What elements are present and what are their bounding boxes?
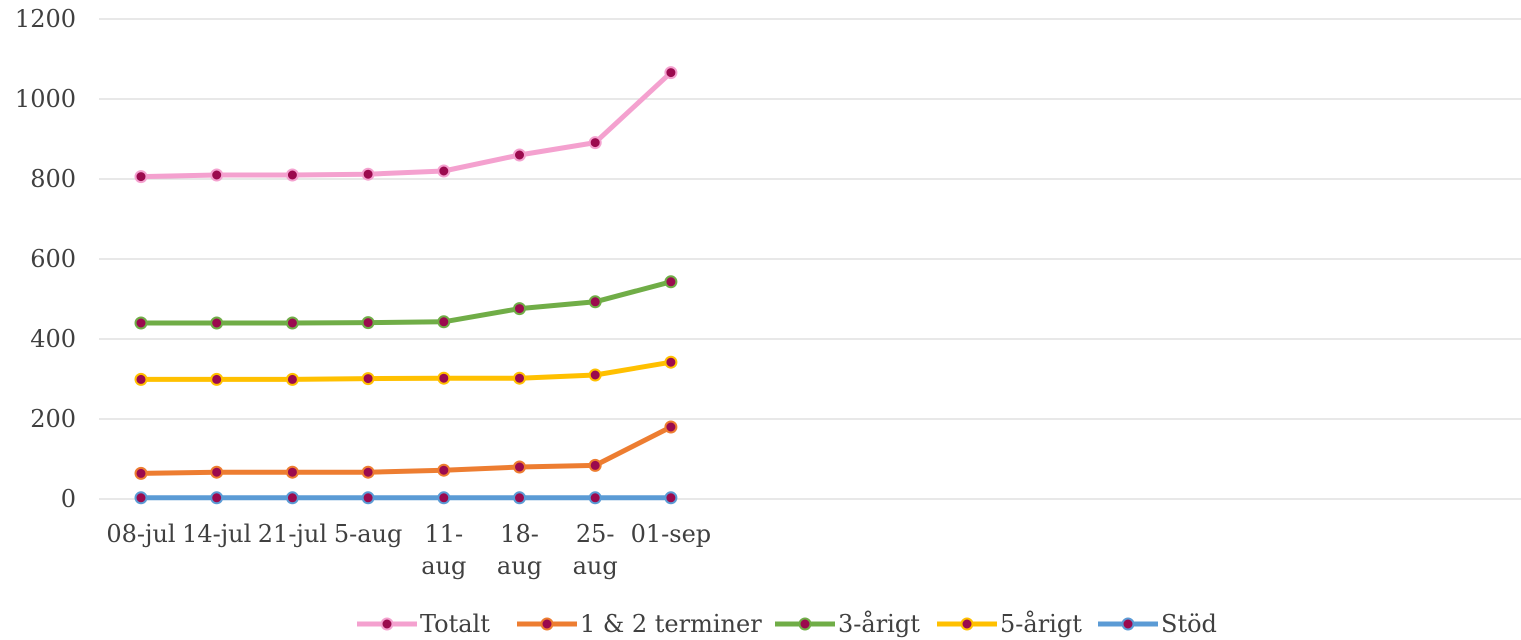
data-point [664, 355, 678, 369]
data-point [361, 167, 375, 181]
legend-label: 5-årigt [1000, 609, 1082, 638]
series-line [138, 279, 674, 326]
data-point [285, 316, 299, 330]
data-point [588, 295, 602, 309]
data-point [361, 372, 375, 386]
legend-swatch-marker [1121, 617, 1135, 631]
series-lines [134, 66, 678, 505]
series-2 [134, 275, 678, 330]
x-tick-label-line: 08-jul [106, 520, 175, 548]
data-point [437, 491, 451, 505]
data-point [513, 491, 526, 505]
x-tick-label-line: 25- [576, 520, 615, 548]
data-point [134, 316, 148, 330]
legend-item: 3-årigt [775, 609, 920, 638]
data-point [664, 275, 678, 289]
data-point [664, 66, 678, 80]
x-tick-label-line: 18- [500, 520, 539, 548]
data-point [588, 491, 602, 505]
gridlines [99, 18, 1521, 500]
legend-label: 1 & 2 terminer [580, 610, 762, 638]
y-tick-label: 0 [61, 485, 76, 513]
x-tick-label: 11- aug [421, 520, 466, 580]
legend-item: Stöd [1098, 610, 1217, 638]
data-point [361, 316, 375, 330]
legend-label: Totalt [420, 610, 490, 638]
data-point [437, 371, 451, 385]
data-point [513, 302, 526, 316]
y-tick-label: 200 [30, 405, 76, 433]
data-point [285, 491, 299, 505]
legend-swatch-marker [540, 617, 554, 631]
data-point [134, 466, 148, 480]
legend-label: 3-årigt [838, 609, 920, 638]
y-tick-label: 800 [30, 165, 76, 193]
data-point [588, 458, 602, 472]
data-point [210, 491, 224, 505]
y-axis-ticks: 0 200 400 600 800 1000 1200 [15, 5, 76, 513]
series-4 [134, 491, 678, 505]
data-point [361, 465, 375, 479]
x-tick-label-line: 01-sep [631, 520, 712, 548]
series-line [138, 359, 674, 382]
x-tick-label-line: aug [497, 552, 542, 580]
x-tick-label-line: 11- [424, 520, 463, 548]
y-tick-label: 600 [30, 245, 76, 273]
series-line [138, 424, 674, 476]
x-tick-label: 14-jul [182, 520, 251, 548]
series-0 [134, 66, 678, 184]
x-tick-label: 5-aug [334, 520, 403, 548]
legend-label: Stöd [1161, 610, 1217, 638]
y-tick-label: 400 [30, 325, 76, 353]
data-point [437, 315, 451, 329]
data-point [210, 168, 224, 182]
x-tick-label-line: 14-jul [182, 520, 251, 548]
data-point [285, 168, 299, 182]
data-point [285, 465, 299, 479]
legend-swatch-marker [960, 617, 974, 631]
legend-item: 1 & 2 terminer [517, 610, 762, 638]
data-point [513, 148, 526, 162]
legend-swatch-marker [380, 617, 394, 631]
y-tick-label: 1200 [15, 5, 76, 33]
data-point [361, 491, 375, 505]
x-tick-label: 25- aug [573, 520, 618, 580]
legend-item: 5-årigt [937, 609, 1082, 638]
data-point [134, 170, 148, 184]
x-tick-label-line: 5-aug [334, 520, 403, 548]
data-point [134, 372, 148, 386]
x-tick-label: 08-jul [106, 520, 175, 548]
series-1 [134, 420, 678, 480]
data-point [664, 491, 678, 505]
data-point [513, 371, 526, 385]
series-3 [134, 355, 678, 386]
data-point [210, 372, 224, 386]
series-line [138, 70, 674, 180]
legend: Totalt 1 & 2 terminer 3-årigt 5-årigt Stöd [357, 609, 1217, 638]
legend-swatch-marker [798, 617, 812, 631]
x-tick-label: 21-jul [258, 520, 327, 548]
data-point [285, 372, 299, 386]
x-axis-ticks: 08-jul 14-jul 21-jul 5-aug 11- aug 18- aug 25- au… [106, 520, 711, 580]
x-tick-label-line: aug [573, 552, 618, 580]
data-point [513, 460, 526, 474]
x-tick-label: 18- aug [497, 520, 542, 580]
data-point [210, 316, 224, 330]
data-point [210, 465, 224, 479]
data-point [664, 420, 678, 434]
data-point [437, 463, 451, 477]
data-point [134, 491, 148, 505]
x-tick-label-line: aug [421, 552, 466, 580]
data-point [437, 164, 451, 178]
data-point [588, 136, 602, 150]
y-tick-label: 1000 [15, 85, 76, 113]
x-tick-label-line: 21-jul [258, 520, 327, 548]
x-tick-label: 01-sep [631, 520, 712, 548]
legend-item: Totalt [357, 610, 490, 638]
data-point [588, 368, 602, 382]
